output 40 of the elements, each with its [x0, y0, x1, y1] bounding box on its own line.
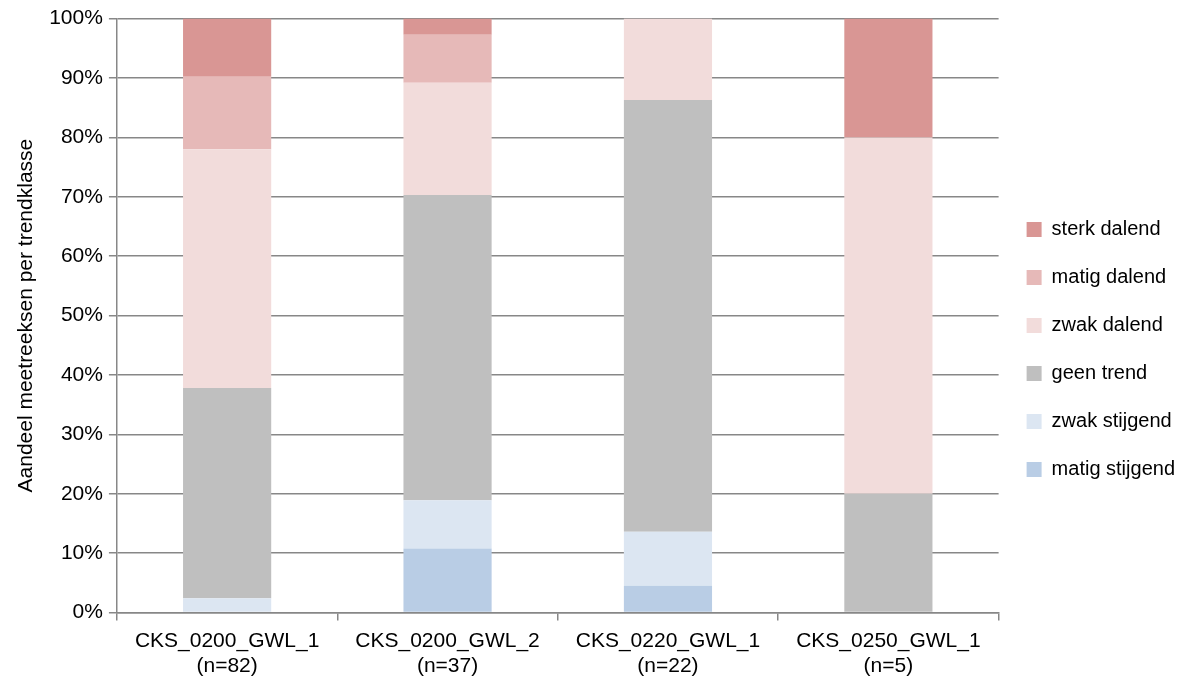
- legend-label: sterk dalend: [1051, 217, 1161, 240]
- legend-label: matig stijgend: [1051, 457, 1176, 480]
- y-tick-label: 0%: [72, 599, 103, 623]
- bar: [183, 149, 272, 389]
- y-tick-label: 30%: [60, 421, 103, 445]
- x-tick-label: CKS_0250_GWL_1 (n=5): [796, 628, 981, 677]
- bar: [844, 137, 933, 494]
- y-axis-title: Aandeel meetreeksen per trendklasse: [13, 138, 37, 493]
- legend-label: zwak dalend: [1051, 313, 1163, 336]
- bar: [623, 18, 713, 100]
- y-tick-label: 60%: [60, 243, 103, 266]
- bar: [403, 82, 492, 196]
- bar: [183, 598, 272, 612]
- legend-label: zwak stijgend: [1051, 409, 1172, 432]
- x-tick-label: CKS_0200_GWL_2 (n=37): [355, 628, 540, 677]
- bar: [623, 99, 713, 532]
- bar: [403, 18, 492, 35]
- bar: [844, 18, 933, 138]
- bar: [623, 585, 713, 612]
- bar: [623, 531, 713, 586]
- y-tick-label: 70%: [60, 183, 103, 207]
- y-tick-label: 10%: [60, 540, 103, 563]
- y-tick-label: 20%: [60, 480, 103, 504]
- bar: [403, 34, 492, 83]
- y-tick-label: 40%: [60, 361, 103, 385]
- bar: [403, 500, 492, 549]
- bar: [183, 18, 272, 77]
- x-tick-label: CKS_0200_GWL_1 (n=82): [134, 628, 320, 677]
- legend-label: geen trend: [1051, 361, 1148, 384]
- bar: [844, 493, 933, 612]
- bar: [403, 548, 492, 612]
- legend-label: matig dalend: [1051, 265, 1167, 288]
- x-tick-label: CKS_0220_GWL_1 (n=22): [575, 628, 761, 677]
- y-tick-label: 90%: [60, 64, 103, 88]
- bar: [183, 388, 272, 599]
- bar: [403, 195, 492, 501]
- y-tick-label: 80%: [60, 124, 103, 148]
- y-tick-label: 50%: [60, 302, 103, 326]
- bar: [183, 76, 272, 150]
- y-tick-label: 100%: [49, 5, 103, 29]
